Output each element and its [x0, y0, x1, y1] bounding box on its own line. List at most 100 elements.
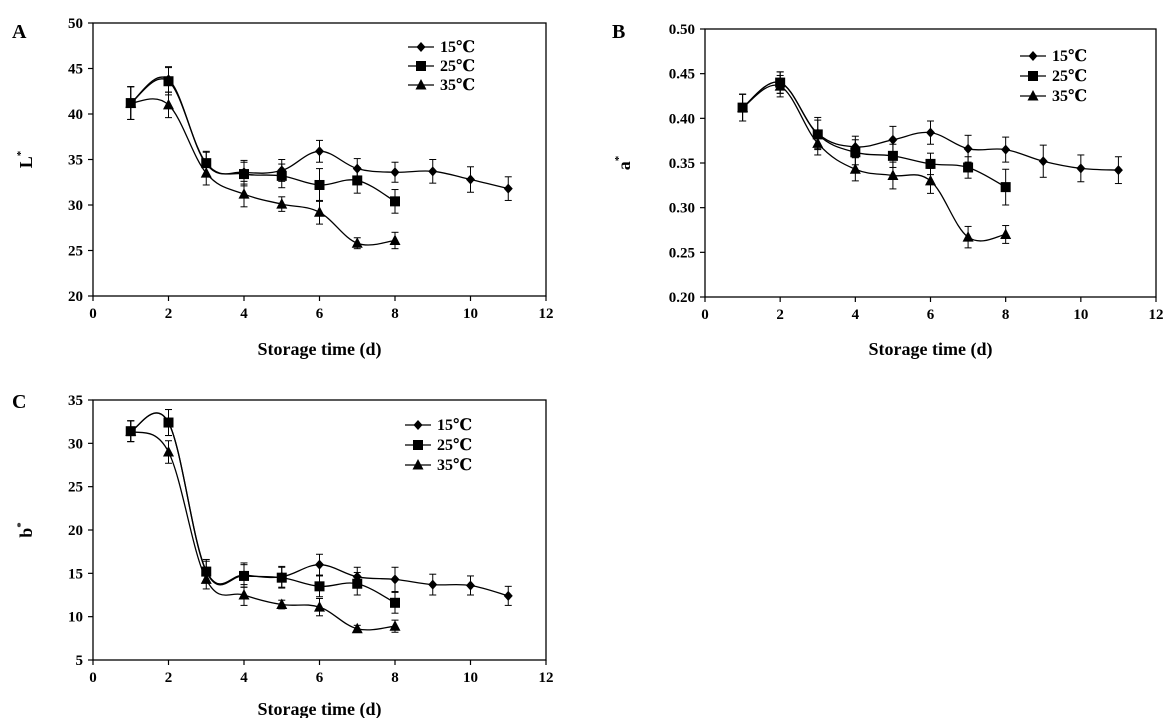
legend-label: 25℃: [1052, 68, 1087, 85]
data-point: [925, 158, 936, 169]
data-point: [276, 198, 288, 209]
data-point: [314, 206, 325, 217]
legend-marker: [412, 459, 424, 470]
data-point: [163, 446, 174, 457]
y-tick-label: 25: [68, 244, 83, 260]
chart-b-svg: B 0 2 4 6 8 10 12 0.20 0.25 0.30 0.35 0.40 0.45 0.50 S…: [612, 21, 1164, 360]
data-point: [926, 127, 935, 138]
data-point: [163, 76, 174, 87]
data-point: [390, 574, 400, 585]
series-1: [125, 409, 400, 614]
data-point: [737, 101, 749, 113]
x-tick-label: 4: [240, 306, 248, 322]
x-tick-label: 6: [316, 670, 324, 686]
series-line: [130, 430, 396, 631]
y-tick-label: 0.45: [669, 67, 695, 83]
data-point: [390, 167, 400, 178]
legend-marker: [416, 42, 426, 52]
x-tick-label: 10: [1073, 307, 1088, 323]
data-point: [963, 162, 974, 173]
plot-frame: [92, 399, 547, 661]
data-point: [276, 572, 287, 583]
data-point: [1001, 144, 1011, 155]
data-point: [352, 175, 363, 186]
data-point: [1113, 165, 1123, 176]
y-tick-label: 35: [68, 393, 83, 409]
data-point: [163, 417, 174, 428]
data-point: [238, 188, 250, 199]
data-point: [314, 179, 325, 190]
data-point: [276, 598, 288, 610]
x-tick-label: 0: [89, 670, 97, 686]
x-tick-label: 12: [539, 306, 554, 322]
panel-letter-b: B: [612, 21, 625, 43]
y-tick-label: 20: [68, 523, 83, 539]
chart-c-svg: C 0 2 4 6 8 10 12 5 10 15 20 25 30 35 Storage time (d)…: [12, 391, 554, 718]
data-point: [428, 166, 438, 177]
legend-label: 25℃: [437, 437, 472, 454]
y-tick-label: 0.25: [669, 245, 695, 261]
y-tick-label: 0.35: [669, 156, 695, 172]
data-point: [239, 570, 249, 581]
x-tick-label: 2: [776, 307, 784, 323]
data-point: [389, 234, 401, 245]
x-tick-label: 10: [463, 306, 478, 322]
data-point: [163, 98, 174, 110]
data-point: [351, 237, 363, 248]
legend-marker: [1028, 51, 1038, 61]
data-point: [466, 580, 475, 591]
data-point: [1076, 163, 1086, 174]
data-point: [963, 143, 973, 154]
legend-label: 15℃: [1052, 48, 1087, 65]
y-tick-label: 0.40: [669, 111, 695, 127]
data-point: [239, 169, 249, 180]
data-point: [315, 146, 324, 157]
data-point: [315, 559, 324, 570]
x-tick-label: 10: [463, 670, 478, 686]
data-point: [351, 622, 363, 634]
y-tick-label: 20: [68, 289, 83, 305]
panel-letter-a: A: [12, 21, 27, 43]
y-tick-label: 50: [68, 16, 83, 32]
y-axis-title: a*: [613, 155, 634, 170]
data-point: [314, 581, 325, 592]
data-point: [1000, 228, 1012, 239]
x-tick-label: 6: [316, 306, 324, 322]
x-tick-label: 8: [391, 306, 399, 322]
legend: 15℃ 25℃ 35℃: [405, 417, 472, 474]
y-tick-label: 35: [68, 153, 83, 169]
series-1: [125, 67, 400, 214]
chart-panel-a: A 0 2 4 6 8 10 12 20 25 30 35 40 45 50 Storage time (d…: [0, 0, 580, 360]
legend: 15℃ 25℃ 35℃: [408, 39, 475, 94]
x-tick-label: 4: [240, 670, 248, 686]
legend-marker: [413, 420, 423, 430]
x-tick-label: 2: [165, 306, 173, 322]
series-1: [737, 71, 1011, 206]
data-point: [200, 573, 212, 584]
x-tick-label: 2: [165, 670, 173, 686]
y-tick-label: 10: [68, 610, 83, 626]
legend-marker: [415, 79, 427, 90]
data-point: [887, 150, 898, 161]
x-axis-title: Storage time (d): [258, 699, 382, 718]
legend-label: 15℃: [440, 39, 475, 56]
data-point: [503, 590, 513, 601]
chart-panel-c: C 0 2 4 6 8 10 12 5 10 15 20 25 30 35 Storage time (d)…: [0, 375, 580, 718]
data-point: [1000, 182, 1011, 193]
x-tick-label: 0: [89, 306, 97, 322]
x-tick-label: 12: [539, 670, 554, 686]
y-tick-label: 0.30: [669, 201, 695, 217]
legend-label: 35℃: [437, 457, 472, 474]
data-point: [352, 578, 363, 589]
legend-marker: [1028, 71, 1038, 81]
legend: 15℃ 25℃ 35℃: [1020, 48, 1087, 105]
legend-label: 25℃: [440, 58, 475, 75]
x-tick-label: 8: [391, 670, 399, 686]
y-tick-label: 40: [68, 107, 83, 123]
legend-marker: [413, 440, 423, 450]
legend-label: 15℃: [437, 417, 472, 434]
data-point: [503, 183, 513, 194]
series-2: [125, 420, 401, 634]
y-axis-title: L*: [15, 150, 36, 168]
series-2: [737, 74, 1012, 249]
